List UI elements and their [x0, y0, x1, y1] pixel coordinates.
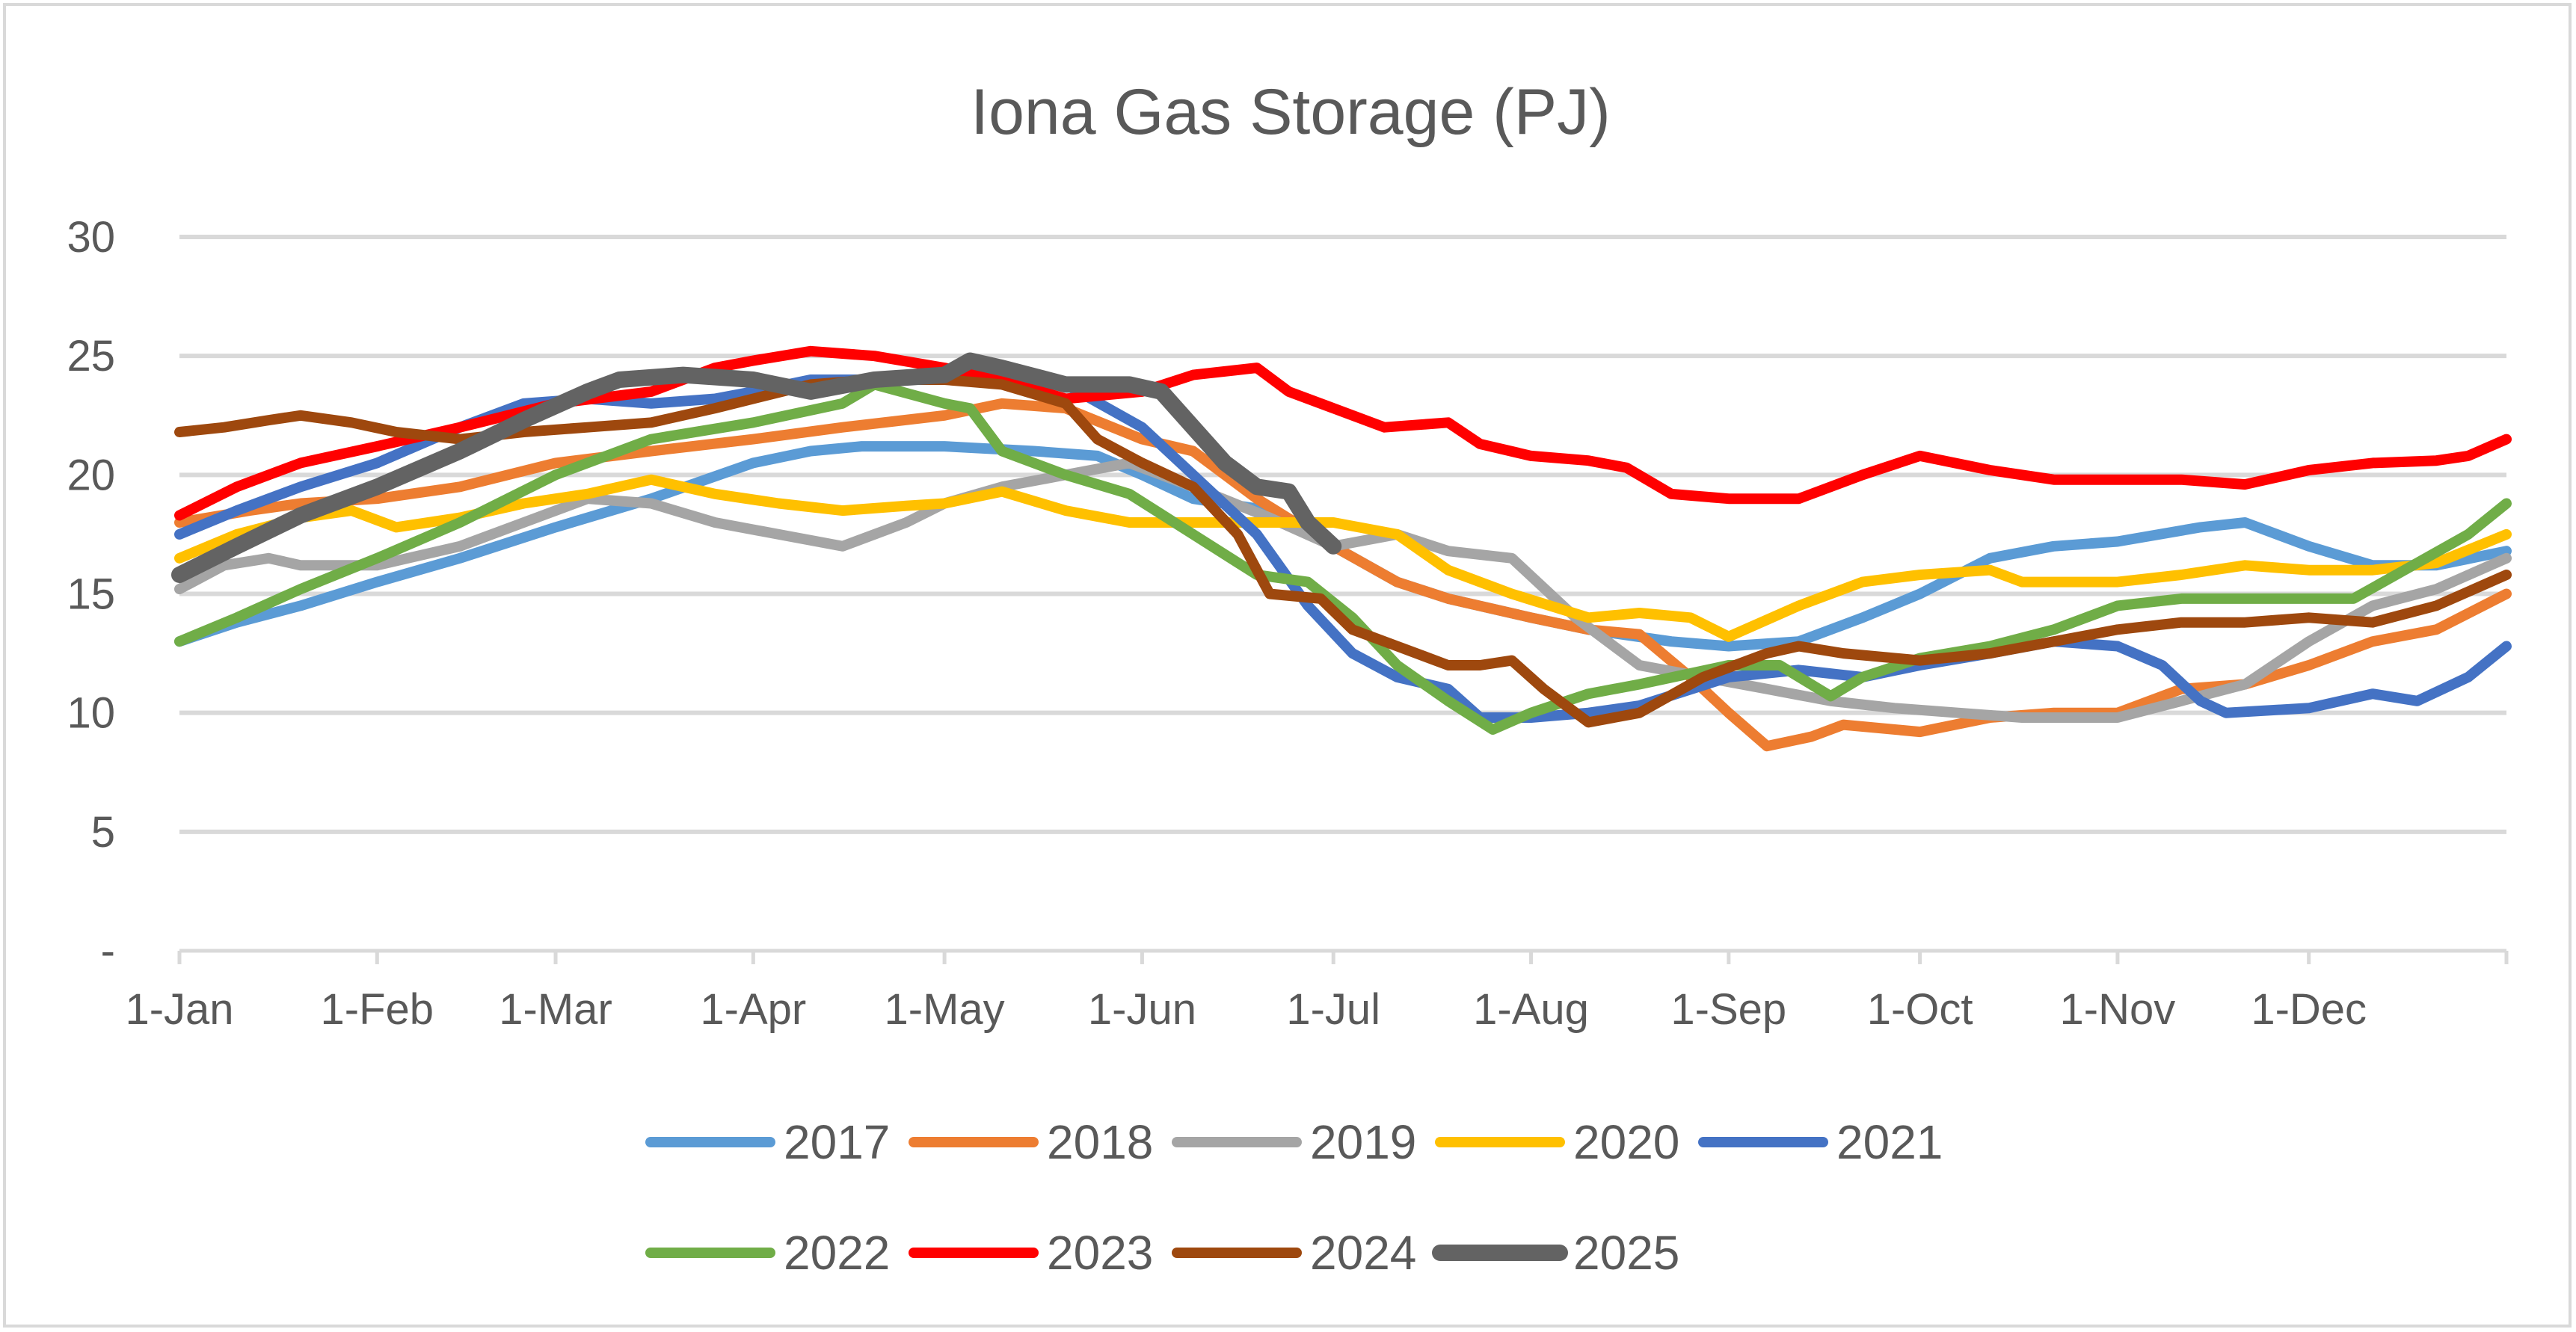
legend: 2017 2018 2019 2020 2021 2022 2023 2024 2025: [645, 1115, 1943, 1280]
x-tick-label: 1-Jun: [1088, 985, 1196, 1034]
y-tick-label: -: [101, 927, 115, 975]
y-tick-label: 10: [67, 689, 115, 738]
y-tick-label: 25: [67, 332, 115, 380]
x-tick-label: 1-Feb: [321, 985, 434, 1034]
chart-title: Iona Gas Storage (PJ): [971, 76, 1611, 148]
x-axis: 1-Jan 1-Feb 1-Mar 1-Apr 1-May 1-Jun 1-Jul 1-Aug…: [125, 949, 2509, 1034]
x-tick-label: 1-Mar: [499, 985, 612, 1034]
series-line-2022: [174, 379, 2512, 735]
series-line-2025: [171, 352, 1342, 583]
y-tick-label: 30: [67, 213, 115, 262]
series-line-2019: [174, 457, 2512, 723]
series-line-2024: [174, 374, 2512, 728]
series-lines: [171, 345, 2512, 752]
x-tick-label: 1-Oct: [1867, 985, 1973, 1034]
legend-label-2024: 2024: [1310, 1226, 1416, 1280]
y-axis-tick-labels: - 5 10 15 20 25 30: [67, 213, 115, 975]
series-line-2018: [174, 398, 2512, 752]
legend-label-2023: 2023: [1047, 1226, 1153, 1280]
y-tick-label: 20: [67, 451, 115, 499]
series-line-2021: [174, 369, 2512, 723]
x-tick-label: 1-Dec: [2251, 985, 2367, 1034]
legend-label-2017: 2017: [784, 1115, 890, 1169]
legend-label-2020: 2020: [1573, 1115, 1679, 1169]
chart-frame: Iona Gas Storage (PJ) -5 10 15 20 25 30 1-Jan…: [3, 3, 2572, 1328]
x-tick-label: 1-Apr: [700, 985, 806, 1034]
legend-label-2021: 2021: [1836, 1115, 1943, 1169]
x-tick-label: 1-Jul: [1286, 985, 1380, 1034]
x-tick-label: 1-Nov: [2060, 985, 2176, 1034]
x-tick-label: 1-Aug: [1473, 985, 1589, 1034]
series-line-2020: [174, 474, 2512, 642]
legend-label-2018: 2018: [1047, 1115, 1153, 1169]
legend-label-2025: 2025: [1573, 1226, 1679, 1280]
x-tick-label: 1-May: [885, 985, 1005, 1034]
x-tick-label: 1-Sep: [1670, 985, 1786, 1034]
x-tick-label: 1-Jan: [125, 985, 233, 1034]
legend-label-2022: 2022: [784, 1226, 890, 1280]
y-tick-label: 15: [67, 570, 115, 619]
y-tick-label: 5: [91, 808, 115, 857]
legend-label-2019: 2019: [1310, 1115, 1416, 1169]
